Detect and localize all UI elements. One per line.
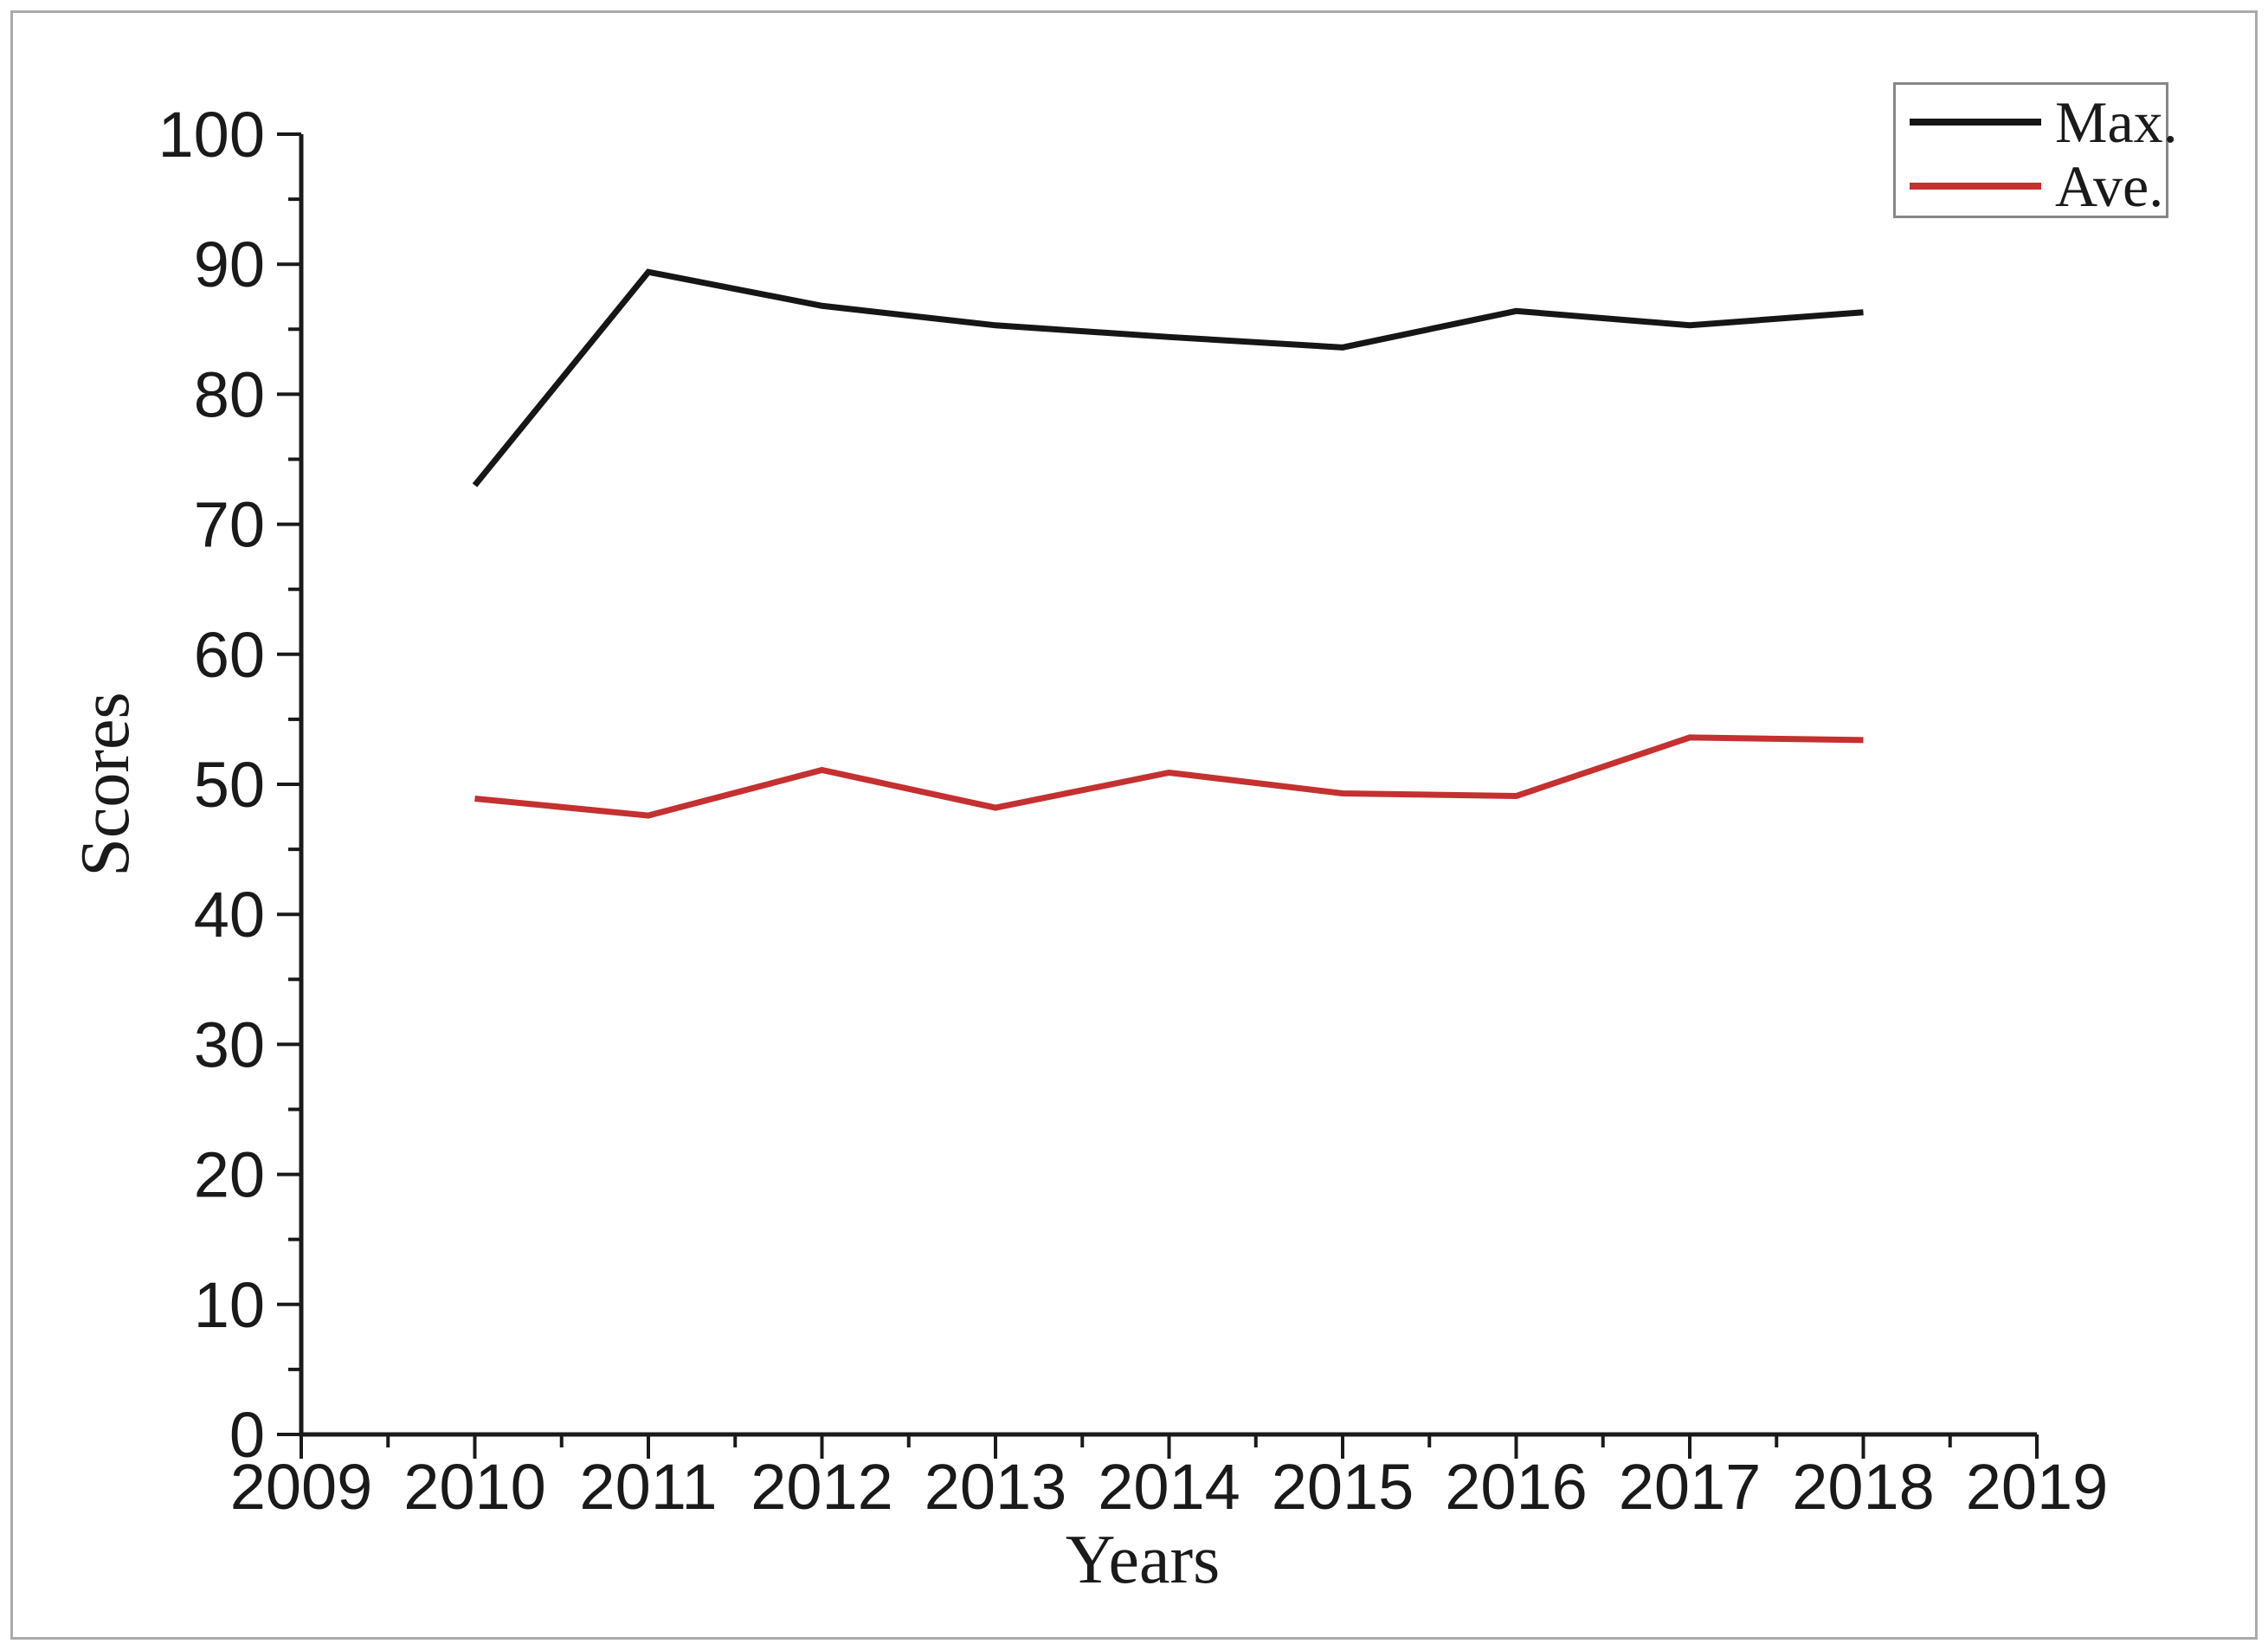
x-tick-label: 2019 xyxy=(1966,1451,2109,1523)
legend-item-ave: Ave. xyxy=(1910,156,2163,216)
legend-item-max: Max. xyxy=(1910,92,2178,152)
y-tick-label: 30 xyxy=(194,1009,265,1080)
y-tick-label: 80 xyxy=(194,358,265,430)
ave-series-line xyxy=(474,734,1864,819)
x-tick-label: 2017 xyxy=(1619,1451,1762,1523)
x-tick-label: 2016 xyxy=(1445,1451,1588,1523)
legend-label-ave: Ave. xyxy=(2055,153,2164,219)
x-tick-label: 2009 xyxy=(230,1451,373,1523)
legend-line-sample-max xyxy=(1910,119,2041,126)
x-tick-label: 2018 xyxy=(1792,1451,1935,1523)
y-tick-label: 50 xyxy=(194,749,265,821)
y-tick-label: 0 xyxy=(229,1399,265,1471)
y-tick-label: 90 xyxy=(194,229,265,300)
legend-line-sample-ave xyxy=(1910,183,2041,190)
x-tick-label: 2014 xyxy=(1098,1451,1240,1523)
x-tick-label: 2010 xyxy=(403,1451,546,1523)
y-tick-label: 60 xyxy=(194,619,265,691)
x-tick-label: 2015 xyxy=(1272,1451,1414,1523)
x-tick-label: 2011 xyxy=(579,1451,717,1523)
y-tick-label: 20 xyxy=(194,1139,265,1211)
legend-label-max: Max. xyxy=(2055,89,2178,155)
max-series-line xyxy=(472,268,1864,487)
y-tick-label: 10 xyxy=(194,1269,265,1341)
figure-border xyxy=(10,10,2258,1640)
x-axis-title: Years xyxy=(1065,1522,1221,1598)
y-tick-label: 70 xyxy=(194,489,265,561)
x-tick-label: 2012 xyxy=(751,1451,893,1523)
y-axis-title: Scores xyxy=(68,692,144,877)
y-tick-label: 100 xyxy=(158,99,265,171)
y-tick-label: 40 xyxy=(194,879,265,951)
legend: Max. Ave. xyxy=(1893,82,2178,218)
x-tick-label: 2013 xyxy=(925,1451,1067,1523)
